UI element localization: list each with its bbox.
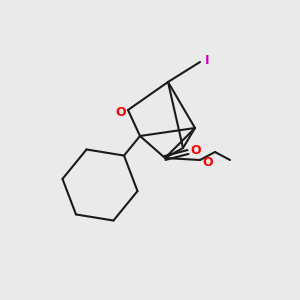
Text: O: O: [116, 106, 126, 118]
Text: O: O: [202, 155, 213, 169]
Text: I: I: [205, 53, 209, 67]
Text: O: O: [190, 143, 201, 157]
